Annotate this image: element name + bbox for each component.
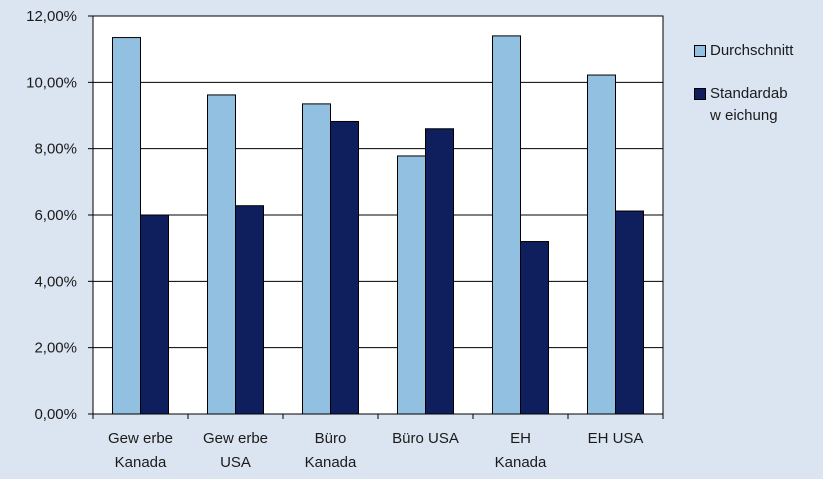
bar-standardabweichung <box>520 241 549 415</box>
x-axis-ticks: Gew erbe Kanada Gew erbe USA Büro Kanada Büro … <box>92 414 664 471</box>
x-tick-label: Büro Kanada <box>305 430 357 471</box>
y-tick-label: 6,00% <box>34 207 77 224</box>
legend-label-standardabweichung: Standardab w eichung <box>710 83 820 127</box>
bar-durchschnitt <box>397 155 426 415</box>
bar-standardabweichung <box>425 128 454 415</box>
bar-durchschnitt <box>207 94 236 415</box>
x-tick-label: EH USA <box>588 430 644 447</box>
bar-standardabweichung <box>140 214 169 415</box>
legend-label-line: Standardab <box>710 85 788 102</box>
legend: Durchschnitt Standardab w eichung <box>694 40 820 148</box>
x-tick-label: EH Kanada <box>495 430 547 471</box>
legend-label-durchschnitt: Durchschnitt <box>710 42 794 59</box>
legend-swatch-durchschnitt <box>694 45 706 57</box>
y-tick-label: 8,00% <box>34 141 77 158</box>
bar-standardabweichung <box>330 120 359 415</box>
gridlines <box>93 81 663 349</box>
plot-border <box>92 15 664 415</box>
x-tick-label: Büro USA <box>392 430 459 447</box>
legend-swatch-standardabweichung <box>694 88 706 100</box>
x-tick-label: Gew erbe USA <box>203 430 268 471</box>
legend-label-line: w eichung <box>710 107 778 124</box>
bar-durchschnitt <box>112 37 141 415</box>
bar-durchschnitt <box>302 103 331 415</box>
bar-durchschnitt <box>492 35 521 415</box>
y-tick-label: 4,00% <box>34 273 77 290</box>
bar-durchschnitt <box>587 74 616 415</box>
y-tick-label: 2,00% <box>34 340 77 357</box>
y-tick-label: 10,00% <box>26 74 77 91</box>
bar-standardabweichung <box>615 210 644 415</box>
bars <box>112 35 644 415</box>
y-tick-label: 12,00% <box>26 8 77 25</box>
y-tick-label: 0,00% <box>34 406 77 423</box>
legend-item-standardabweichung: Standardab w eichung <box>694 83 820 127</box>
bar-standardabweichung <box>235 205 264 415</box>
y-axis-ticks: 0,00% 2,00% 4,00% 6,00% 8,00% 10,00% 12,00% <box>26 8 93 423</box>
x-tick-label: Gew erbe Kanada <box>108 430 173 471</box>
legend-item-durchschnitt: Durchschnitt <box>694 40 820 62</box>
